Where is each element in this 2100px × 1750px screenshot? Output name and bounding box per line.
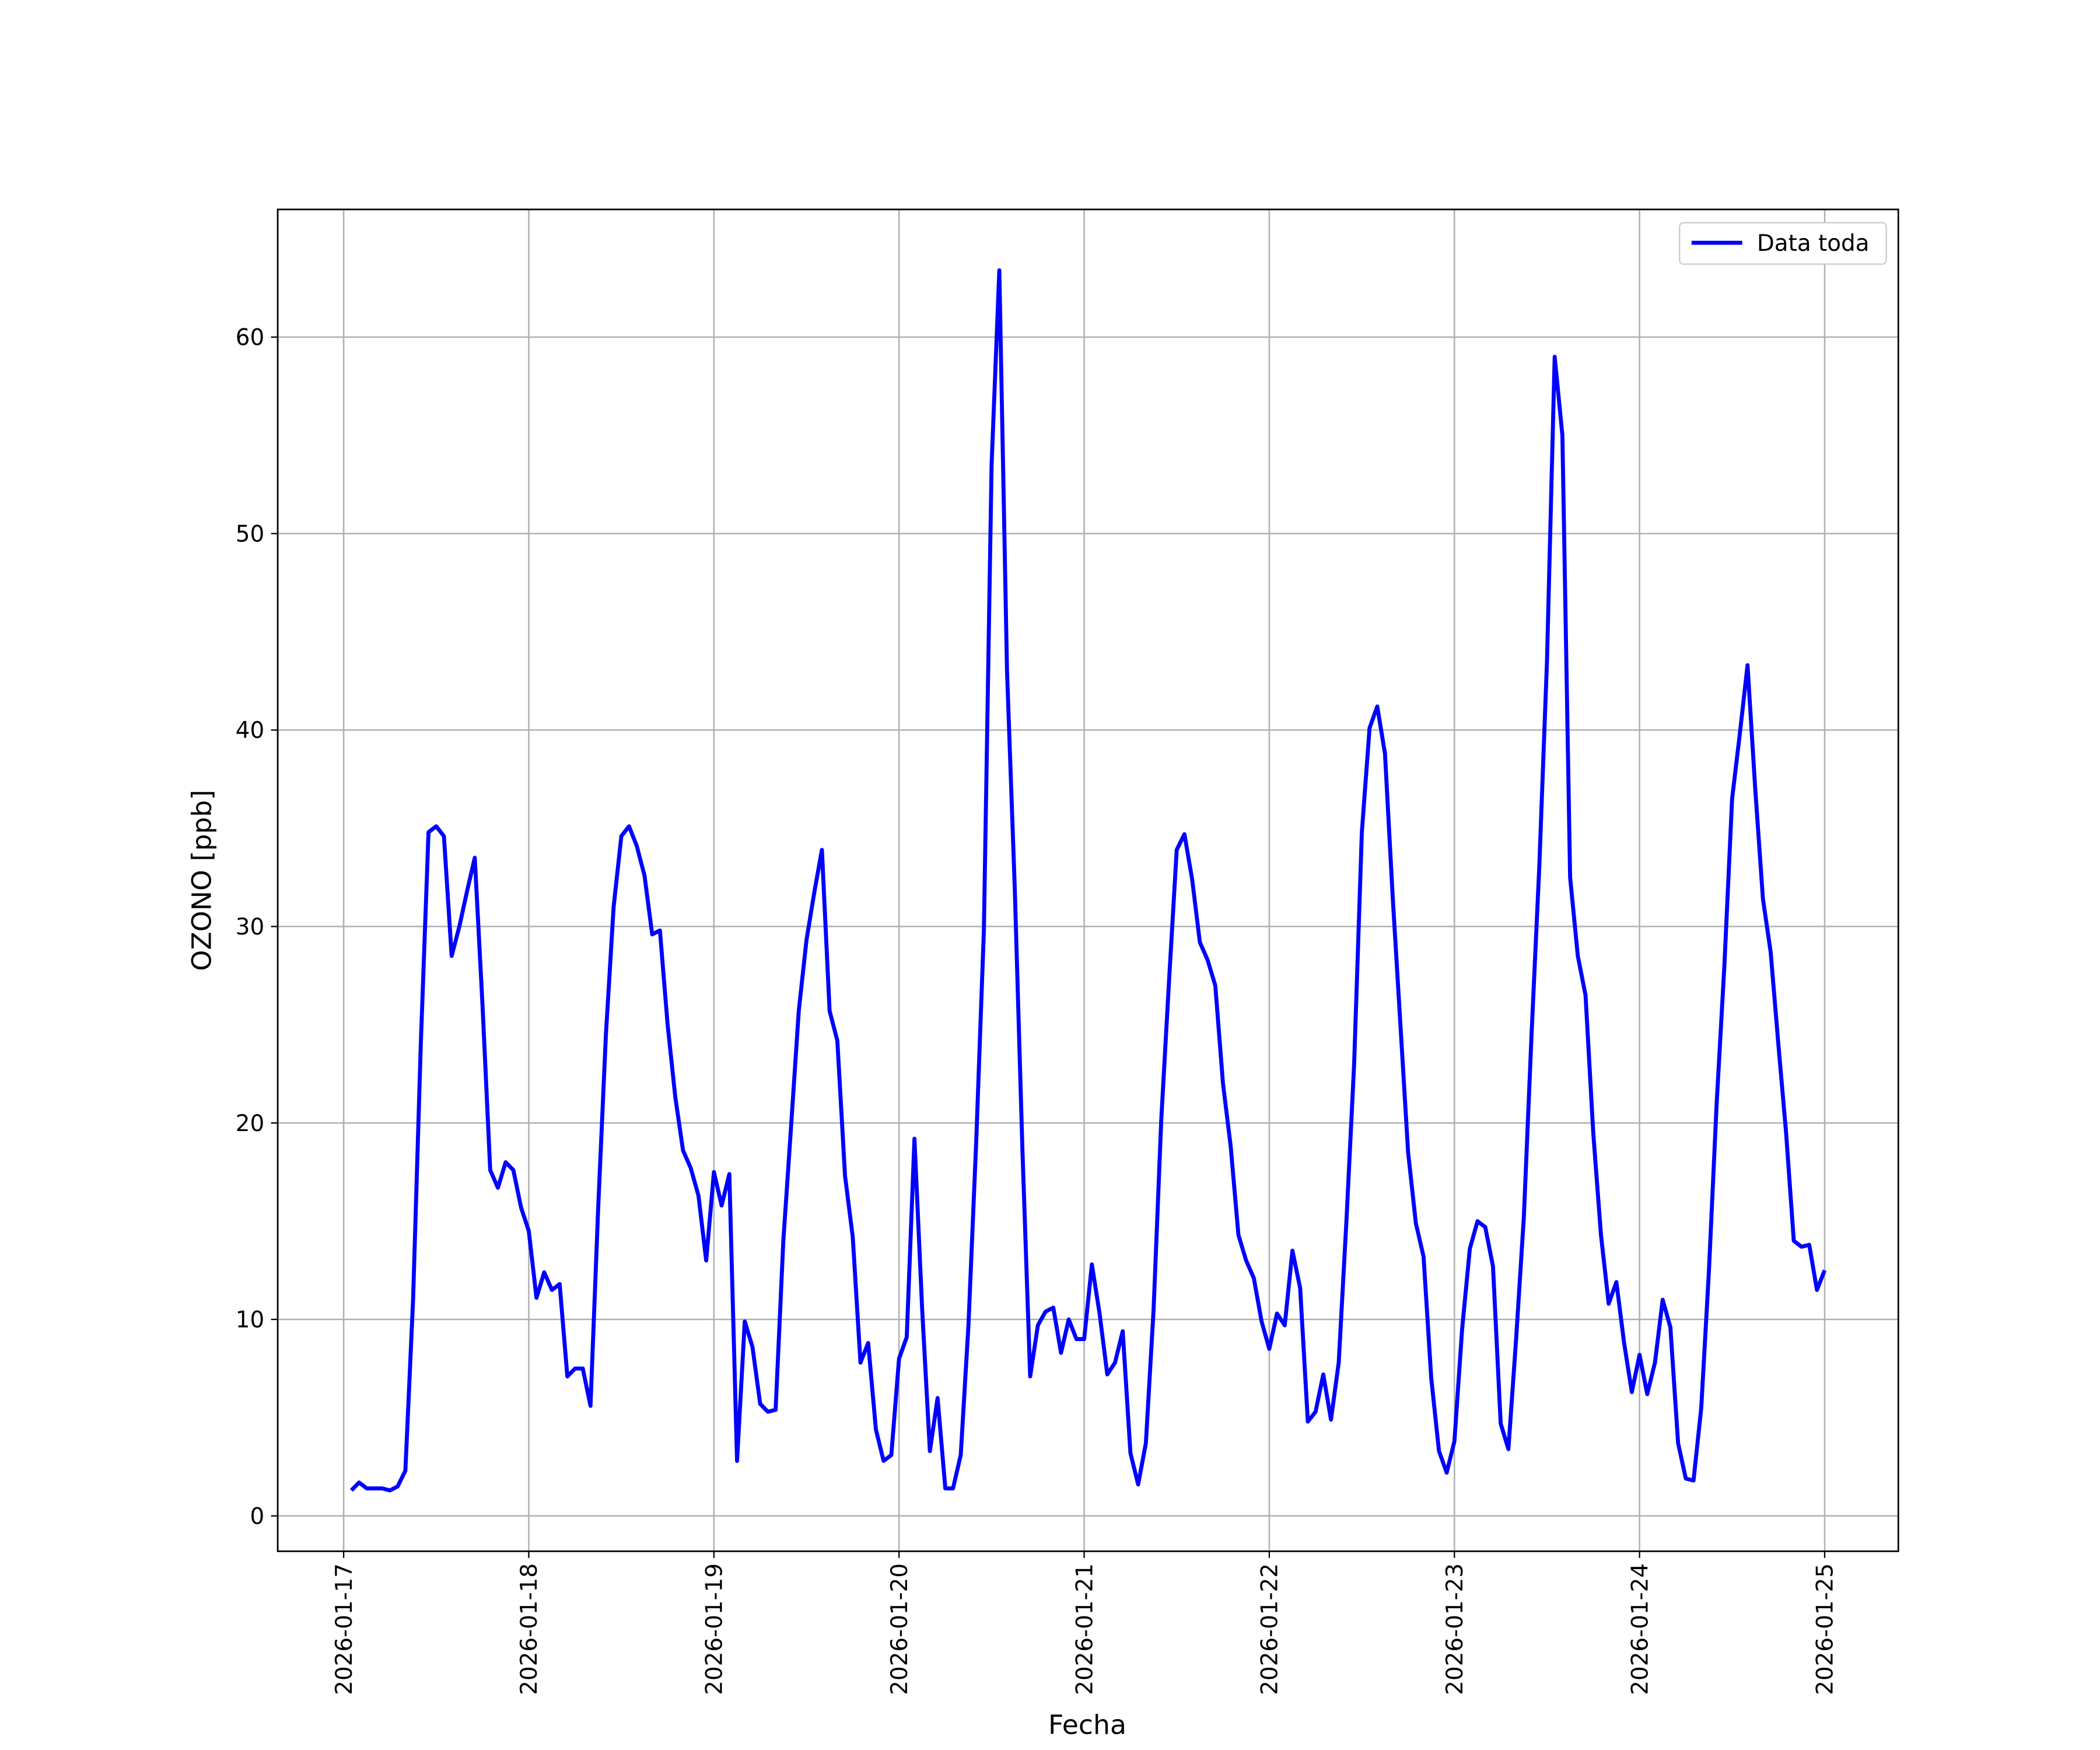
y-axis-label: OZONO [ppb]: [187, 790, 218, 971]
x-tick-label: 2026-01-17: [331, 1563, 358, 1695]
x-tick-label: 2026-01-19: [702, 1563, 728, 1695]
x-tick-label: 2026-01-20: [887, 1563, 913, 1695]
y-tick-label: 30: [236, 914, 264, 940]
x-axis-label: Fecha: [1048, 1710, 1126, 1741]
y-tick-label: 40: [236, 718, 264, 744]
y-tick-label: 20: [236, 1111, 264, 1137]
data-line: [349, 268, 1827, 1493]
legend-box: [1679, 222, 1887, 265]
y-tick-label: 0: [250, 1503, 264, 1530]
x-tick-label: 2026-01-25: [1812, 1563, 1839, 1695]
x-tick-label: 2026-01-21: [1072, 1563, 1098, 1695]
y-tick-label: 10: [236, 1307, 264, 1334]
legend-label: Data toda: [1757, 230, 1870, 257]
x-tick-label: 2026-01-18: [516, 1563, 542, 1695]
plot-frame: [276, 208, 1899, 1552]
x-tick-label: 2026-01-22: [1257, 1563, 1283, 1695]
y-tick-label: 50: [236, 521, 264, 547]
x-tick-label: 2026-01-24: [1627, 1563, 1653, 1695]
x-tick-label: 2026-01-23: [1442, 1563, 1468, 1695]
y-tick-label: 60: [236, 325, 264, 351]
plot-area: [278, 209, 1899, 1552]
